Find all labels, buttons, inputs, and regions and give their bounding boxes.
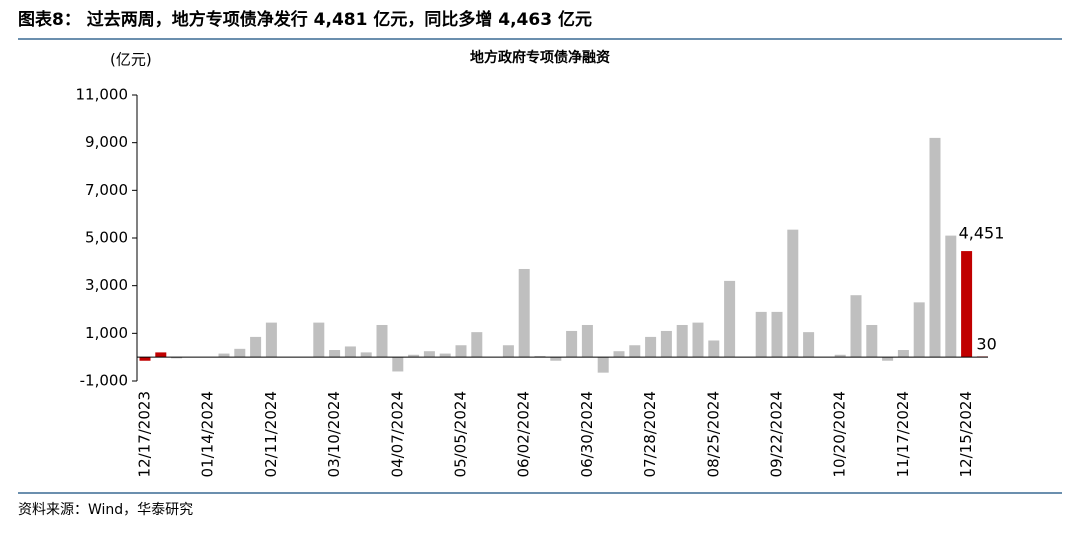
bar	[929, 137, 941, 358]
bar	[676, 324, 688, 358]
bar	[882, 357, 894, 361]
x-tick-label: 07/28/2024	[641, 391, 659, 477]
x-tick-label: 04/07/2024	[388, 391, 406, 477]
bar	[834, 354, 846, 358]
bar	[455, 345, 467, 358]
bar	[645, 336, 657, 358]
y-tick-label: 3,000	[85, 276, 128, 294]
bar	[439, 353, 451, 358]
bar	[471, 332, 483, 358]
bar	[803, 332, 815, 358]
bar	[629, 345, 641, 358]
bar	[850, 295, 862, 358]
bar	[171, 357, 183, 359]
x-tick-label: 09/22/2024	[768, 391, 786, 477]
chart-title: 地方政府专项债净融资	[470, 49, 610, 66]
bar	[518, 268, 530, 358]
bar	[771, 311, 783, 358]
x-tick-label: 03/10/2024	[325, 391, 343, 477]
x-tick-label: 06/30/2024	[578, 391, 596, 477]
bar	[313, 322, 325, 358]
value-label: 4,451	[959, 224, 1005, 243]
bar	[234, 348, 246, 358]
y-tick-label: 1,000	[85, 324, 128, 342]
bar	[502, 345, 514, 358]
bar	[534, 355, 546, 358]
y-tick-label: 11,000	[76, 86, 129, 104]
y-axis-label: (亿元)	[110, 51, 152, 69]
bar	[566, 330, 578, 358]
bar	[408, 354, 420, 358]
bar	[660, 330, 672, 358]
bar	[961, 251, 973, 358]
bar	[376, 324, 388, 358]
y-tick-label: 5,000	[85, 229, 128, 247]
y-tick-label: 9,000	[85, 133, 128, 151]
bar	[265, 322, 277, 358]
x-tick-label: 08/25/2024	[704, 391, 722, 477]
x-tick-label: 02/11/2024	[262, 391, 280, 477]
x-tick-label: 01/14/2024	[199, 391, 217, 477]
bar	[866, 324, 878, 358]
y-tick-label: 7,000	[85, 181, 128, 199]
bar	[755, 311, 767, 358]
bar	[218, 353, 230, 358]
bar	[329, 350, 341, 358]
header-title: 图表8： 过去两周，地方专项债净发行 4,481 亿元，同比多增 4,463 亿…	[18, 9, 592, 30]
bar	[613, 351, 625, 358]
bar	[897, 350, 909, 358]
bar	[155, 352, 167, 358]
bar	[344, 346, 356, 358]
x-tick-label: 12/15/2024	[957, 391, 975, 477]
value-label: 30	[976, 335, 996, 354]
y-tick-label: -1,000	[80, 372, 128, 390]
bar	[139, 357, 151, 361]
bar	[581, 324, 593, 358]
bar	[945, 235, 957, 358]
x-tick-label: 10/20/2024	[831, 391, 849, 477]
bar	[724, 280, 736, 358]
bar	[913, 302, 925, 358]
bar	[787, 229, 799, 358]
bar	[250, 336, 262, 358]
bar	[708, 340, 720, 358]
bar	[597, 357, 609, 373]
x-tick-label: 12/17/2023	[136, 391, 154, 477]
x-tick-label: 06/02/2024	[515, 391, 533, 477]
bar	[692, 322, 704, 358]
x-tick-label: 11/17/2024	[894, 391, 912, 477]
bar	[423, 351, 435, 358]
x-tick-label: 05/05/2024	[452, 391, 470, 477]
bar	[550, 357, 562, 361]
source-note: 资料来源：Wind，华泰研究	[18, 502, 193, 518]
bar	[360, 352, 372, 358]
bar	[392, 357, 404, 372]
